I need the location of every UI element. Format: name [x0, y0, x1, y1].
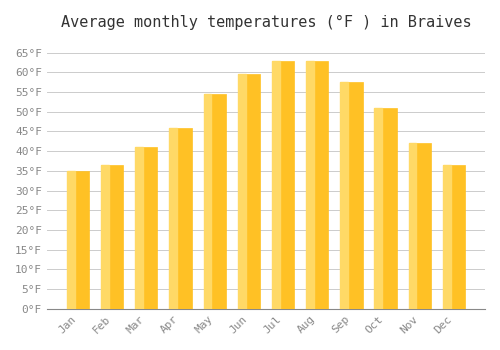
Bar [340, 82, 348, 309]
Bar [272, 61, 280, 309]
Bar [67, 171, 89, 309]
Bar [374, 108, 396, 309]
Bar [238, 75, 260, 309]
Bar [101, 165, 108, 309]
Bar [135, 147, 158, 309]
Bar [408, 143, 431, 309]
Bar [170, 127, 177, 309]
Bar [443, 165, 465, 309]
Bar [101, 165, 123, 309]
Bar [443, 165, 450, 309]
Bar [204, 94, 212, 309]
Title: Average monthly temperatures (°F ) in Braives: Average monthly temperatures (°F ) in Br… [60, 15, 471, 30]
Bar [238, 75, 246, 309]
Bar [306, 61, 314, 309]
Bar [170, 127, 192, 309]
Bar [408, 143, 416, 309]
Bar [204, 94, 226, 309]
Bar [135, 147, 143, 309]
Bar [306, 61, 328, 309]
Bar [67, 171, 74, 309]
Bar [272, 61, 294, 309]
Bar [340, 82, 362, 309]
Bar [374, 108, 382, 309]
